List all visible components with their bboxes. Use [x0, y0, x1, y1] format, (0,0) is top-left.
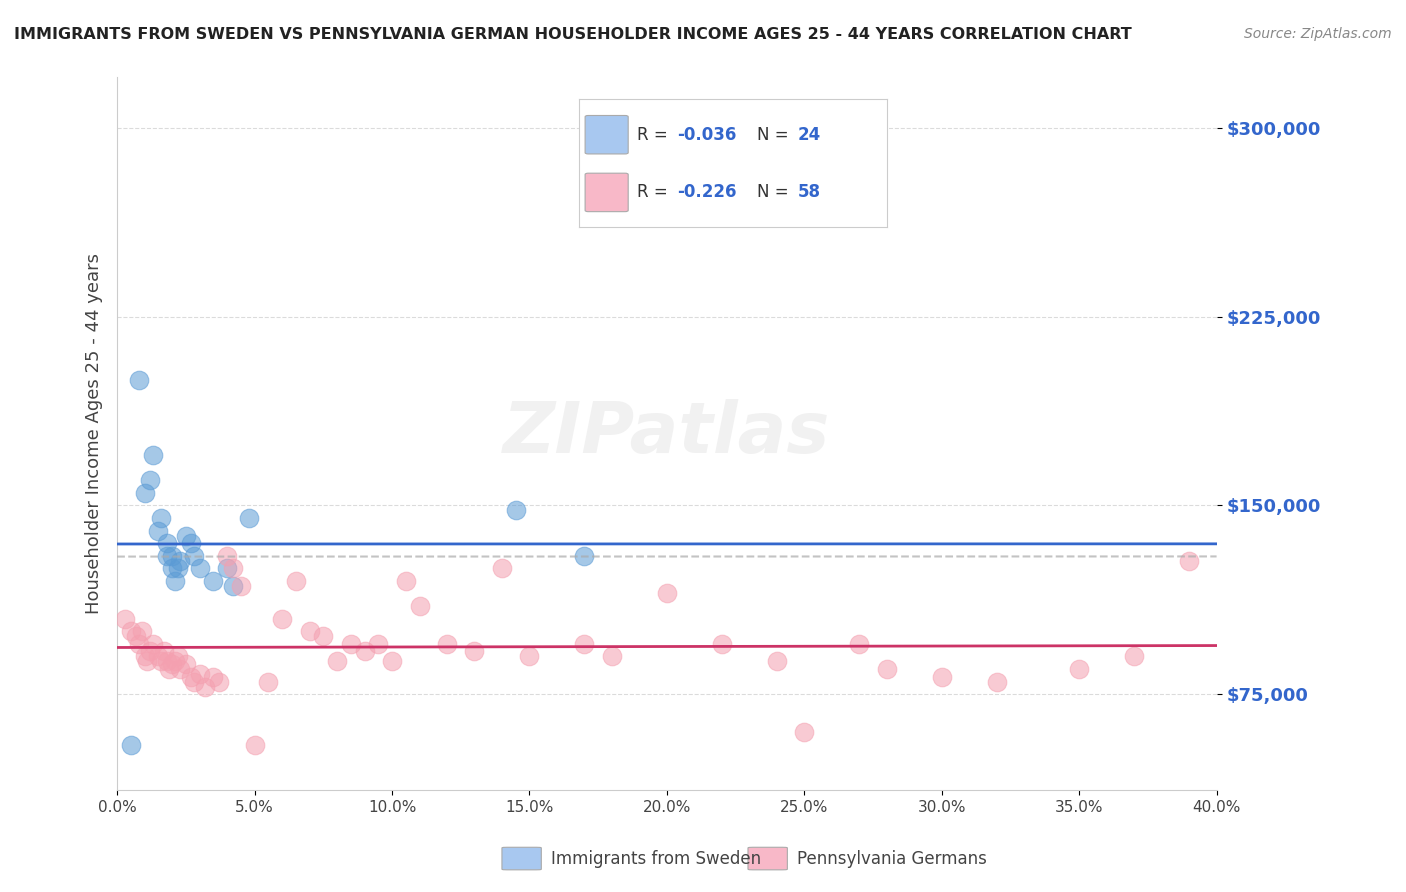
- Point: [284, 574, 307, 588]
- Point: [1123, 649, 1146, 664]
- Point: [931, 669, 953, 683]
- Point: [166, 561, 188, 575]
- Point: [166, 649, 188, 664]
- Point: [408, 599, 430, 613]
- Point: [153, 644, 176, 658]
- Point: [150, 655, 173, 669]
- Point: [208, 674, 231, 689]
- Point: [793, 725, 815, 739]
- Point: [163, 655, 186, 669]
- Point: [169, 554, 191, 568]
- Point: [131, 624, 153, 639]
- FancyBboxPatch shape: [502, 847, 541, 870]
- Point: [217, 549, 239, 563]
- Point: [202, 669, 225, 683]
- Text: Immigrants from Sweden: Immigrants from Sweden: [551, 849, 761, 868]
- Point: [194, 680, 217, 694]
- Point: [180, 536, 202, 550]
- Point: [876, 662, 898, 676]
- Point: [395, 574, 418, 588]
- Point: [120, 624, 142, 639]
- Point: [134, 485, 156, 500]
- Point: [160, 657, 183, 671]
- Point: [367, 637, 389, 651]
- Point: [114, 612, 136, 626]
- Point: [183, 674, 205, 689]
- Text: Source: ZipAtlas.com: Source: ZipAtlas.com: [1244, 27, 1392, 41]
- Point: [519, 649, 541, 664]
- Point: [353, 644, 375, 658]
- Point: [148, 524, 170, 538]
- FancyBboxPatch shape: [748, 847, 787, 870]
- Point: [217, 561, 239, 575]
- Point: [1069, 662, 1091, 676]
- Point: [139, 644, 162, 658]
- Point: [463, 644, 485, 658]
- Point: [188, 667, 211, 681]
- Point: [238, 511, 260, 525]
- Point: [139, 473, 162, 487]
- Point: [766, 655, 789, 669]
- Point: [574, 549, 596, 563]
- Point: [986, 674, 1008, 689]
- Point: [128, 637, 150, 651]
- Point: [174, 657, 197, 671]
- Point: [1178, 554, 1201, 568]
- Point: [156, 655, 179, 669]
- Point: [142, 448, 165, 462]
- Point: [128, 372, 150, 386]
- Point: [271, 612, 294, 626]
- Point: [183, 549, 205, 563]
- Y-axis label: Householder Income Ages 25 - 44 years: Householder Income Ages 25 - 44 years: [86, 253, 103, 614]
- Point: [221, 579, 243, 593]
- Point: [491, 561, 513, 575]
- Point: [202, 574, 225, 588]
- Point: [600, 649, 623, 664]
- Point: [134, 649, 156, 664]
- Point: [169, 662, 191, 676]
- Point: [436, 637, 458, 651]
- Point: [381, 655, 404, 669]
- Point: [298, 624, 321, 639]
- Point: [120, 738, 142, 752]
- Point: [848, 637, 870, 651]
- Point: [574, 637, 596, 651]
- Point: [257, 674, 280, 689]
- Point: [505, 503, 527, 517]
- Text: IMMIGRANTS FROM SWEDEN VS PENNSYLVANIA GERMAN HOUSEHOLDER INCOME AGES 25 - 44 YE: IMMIGRANTS FROM SWEDEN VS PENNSYLVANIA G…: [14, 27, 1132, 42]
- Text: ZIPatlas: ZIPatlas: [503, 399, 831, 468]
- Point: [243, 738, 266, 752]
- Point: [174, 528, 197, 542]
- Point: [125, 629, 148, 643]
- Point: [148, 649, 170, 664]
- Text: Pennsylvania Germans: Pennsylvania Germans: [797, 849, 987, 868]
- Point: [156, 536, 179, 550]
- Point: [156, 549, 179, 563]
- Point: [655, 586, 678, 600]
- Point: [180, 669, 202, 683]
- Point: [163, 574, 186, 588]
- Point: [142, 637, 165, 651]
- Point: [157, 662, 180, 676]
- Point: [160, 549, 183, 563]
- Point: [229, 579, 252, 593]
- Point: [160, 561, 183, 575]
- Point: [340, 637, 363, 651]
- Point: [188, 561, 211, 575]
- Point: [326, 655, 349, 669]
- Point: [312, 629, 335, 643]
- Point: [221, 561, 243, 575]
- Point: [150, 511, 173, 525]
- Point: [136, 655, 159, 669]
- Point: [710, 637, 733, 651]
